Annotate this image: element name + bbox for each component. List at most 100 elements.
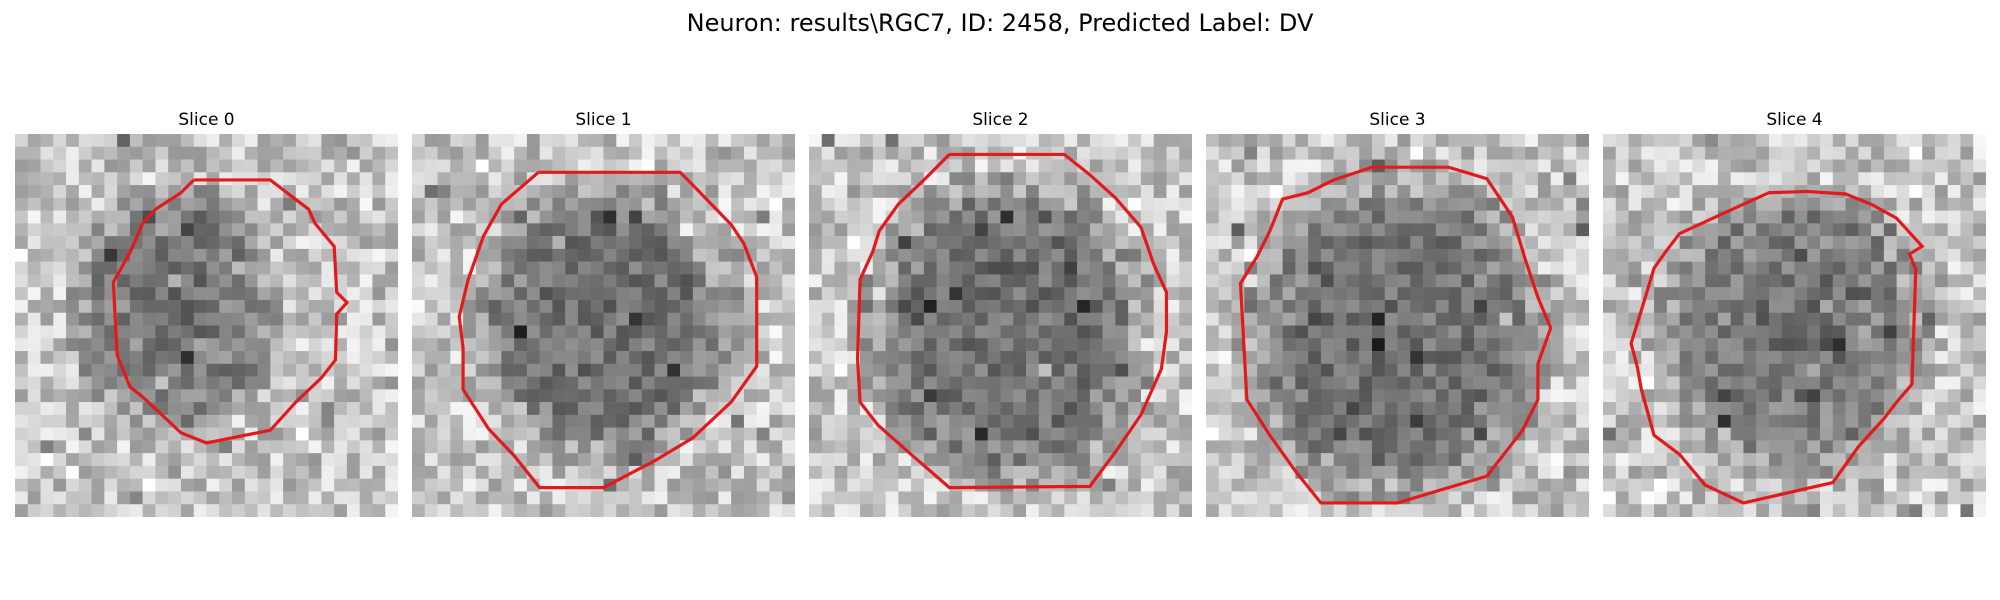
grayscale-pixel — [359, 440, 373, 454]
grayscale-pixel — [1858, 312, 1872, 326]
grayscale-pixel — [1679, 185, 1693, 199]
grayscale-pixel — [1692, 338, 1706, 352]
grayscale-pixel — [1333, 414, 1347, 428]
grayscale-pixel — [1922, 274, 1936, 288]
grayscale-pixel — [1768, 287, 1782, 301]
grayscale-pixel — [1346, 504, 1360, 517]
grayscale-pixel — [756, 504, 770, 517]
grayscale-pixel — [180, 478, 194, 492]
grayscale-pixel — [1550, 478, 1564, 492]
grayscale-pixel — [1692, 159, 1706, 173]
grayscale-pixel — [1308, 453, 1322, 467]
grayscale-pixel — [1474, 325, 1488, 339]
grayscale-pixel — [680, 389, 694, 403]
grayscale-pixel — [603, 210, 617, 224]
grayscale-pixel — [1615, 478, 1629, 492]
grayscale-pixel — [1768, 146, 1782, 160]
grayscale-pixel — [27, 325, 41, 339]
grayscale-pixel — [603, 427, 617, 441]
grayscale-pixel — [1102, 402, 1116, 416]
grayscale-pixel — [1692, 210, 1706, 224]
grayscale-pixel — [206, 287, 220, 301]
grayscale-pixel — [782, 427, 795, 441]
grayscale-pixel — [142, 504, 156, 517]
grayscale-pixel — [962, 299, 976, 313]
grayscale-pixel — [91, 402, 105, 416]
grayscale-pixel — [1231, 440, 1245, 454]
grayscale-pixel — [270, 261, 284, 275]
grayscale-pixel — [1973, 159, 1986, 173]
grayscale-pixel — [1231, 427, 1245, 441]
grayscale-pixel — [385, 146, 398, 160]
grayscale-pixel — [962, 453, 976, 467]
grayscale-pixel — [1077, 134, 1091, 148]
grayscale-pixel — [1486, 504, 1500, 517]
grayscale-pixel — [1858, 236, 1872, 250]
grayscale-pixel — [1257, 261, 1271, 275]
grayscale-pixel — [1909, 453, 1923, 467]
grayscale-pixel — [1486, 414, 1500, 428]
grayscale-pixel — [412, 299, 426, 313]
grayscale-pixel — [155, 299, 169, 313]
grayscale-pixel — [66, 402, 80, 416]
grayscale-pixel — [923, 197, 937, 211]
grayscale-pixel — [514, 363, 528, 377]
grayscale-pixel — [1026, 210, 1040, 224]
grayscale-pixel — [809, 274, 823, 288]
grayscale-pixel — [654, 287, 668, 301]
grayscale-pixel — [1153, 504, 1167, 517]
grayscale-pixel — [1410, 389, 1424, 403]
grayscale-pixel — [834, 465, 848, 479]
grayscale-pixel — [923, 389, 937, 403]
grayscale-pixel — [1679, 402, 1693, 416]
grayscale-pixel — [1947, 274, 1961, 288]
grayscale-pixel — [1499, 185, 1513, 199]
grayscale-pixel — [552, 134, 566, 148]
grayscale-pixel — [1371, 287, 1385, 301]
grayscale-pixel — [731, 427, 745, 441]
grayscale-pixel — [142, 197, 156, 211]
grayscale-pixel — [1960, 402, 1974, 416]
grayscale-pixel — [1934, 274, 1948, 288]
grayscale-pixel — [346, 223, 360, 237]
grayscale-pixel — [539, 223, 553, 237]
grayscale-pixel — [1269, 159, 1283, 173]
grayscale-pixel — [1615, 351, 1629, 365]
grayscale-pixel — [1474, 299, 1488, 313]
grayscale-pixel — [334, 185, 348, 199]
grayscale-pixel — [974, 402, 988, 416]
grayscale-pixel — [1051, 261, 1065, 275]
grayscale-pixel — [1654, 210, 1668, 224]
grayscale-pixel — [53, 376, 67, 390]
grayscale-pixel — [1525, 351, 1539, 365]
grayscale-pixel — [1102, 325, 1116, 339]
grayscale-pixel — [821, 504, 835, 517]
grayscale-pixel — [1486, 312, 1500, 326]
grayscale-pixel — [1705, 465, 1719, 479]
grayscale-pixel — [1525, 248, 1539, 262]
grayscale-pixel — [1743, 440, 1757, 454]
grayscale-pixel — [885, 351, 899, 365]
grayscale-pixel — [629, 338, 643, 352]
grayscale-pixel — [1397, 134, 1411, 148]
grayscale-pixel — [834, 504, 848, 517]
grayscale-pixel — [1231, 363, 1245, 377]
grayscale-pixel — [847, 185, 861, 199]
grayscale-pixel — [1743, 210, 1757, 224]
grayscale-pixel — [1320, 248, 1334, 262]
grayscale-pixel — [1461, 274, 1475, 288]
grayscale-pixel — [1000, 223, 1014, 237]
grayscale-pixel — [552, 478, 566, 492]
grayscale-pixel — [1615, 453, 1629, 467]
grayscale-pixel — [885, 223, 899, 237]
grayscale-pixel — [1563, 414, 1577, 428]
grayscale-pixel — [616, 134, 630, 148]
grayscale-pixel — [565, 274, 579, 288]
grayscale-pixel — [1474, 478, 1488, 492]
grayscale-pixel — [232, 491, 246, 505]
grayscale-pixel — [1269, 248, 1283, 262]
grayscale-pixel — [27, 159, 41, 173]
grayscale-pixel — [463, 491, 477, 505]
grayscale-pixel — [437, 351, 451, 365]
grayscale-pixel — [1089, 146, 1103, 160]
